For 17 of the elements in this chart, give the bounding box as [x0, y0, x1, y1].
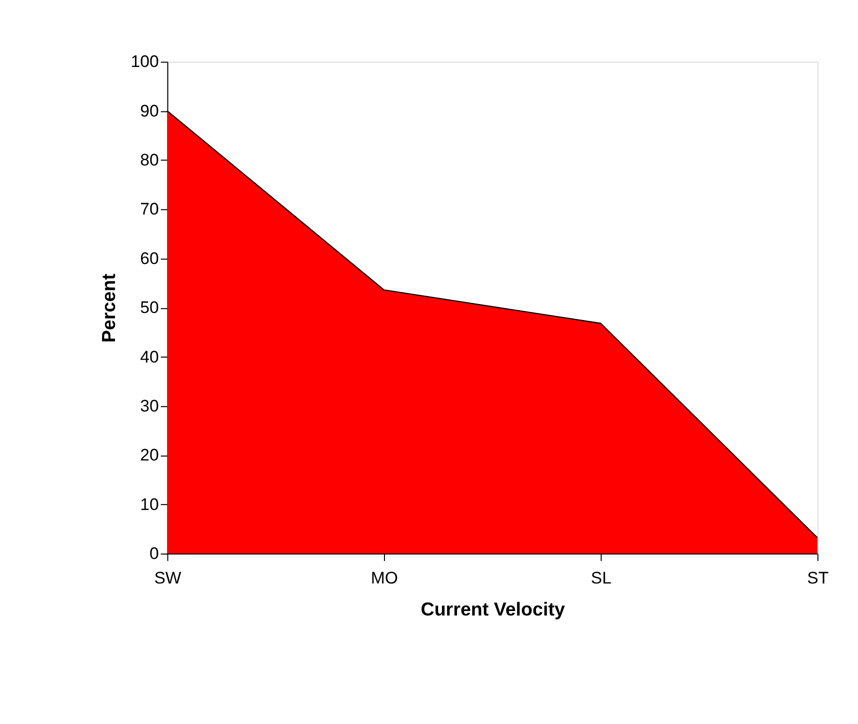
y-tick-label: 0 [149, 544, 159, 564]
x-tick-label: MO [370, 568, 398, 588]
x-axis-title: Current Velocity [420, 598, 566, 620]
y-tick-label: 40 [140, 347, 159, 366]
y-tick-label: 30 [140, 396, 159, 416]
y-tick-label: 60 [140, 248, 159, 268]
x-tick-label: SW [154, 568, 182, 588]
y-tick-label: 10 [140, 494, 159, 514]
y-axis-title: Percent [98, 272, 119, 343]
y-tick-label: 80 [140, 150, 159, 170]
y-tick-label: 90 [140, 101, 159, 120]
y-tick-label: 20 [140, 446, 159, 465]
y-tick-label: 50 [140, 298, 159, 318]
y-tick-label: 100 [130, 52, 159, 72]
x-tick-label: SL [590, 568, 612, 588]
y-tick-label: 70 [140, 200, 159, 219]
x-tick-label: ST [807, 568, 829, 588]
